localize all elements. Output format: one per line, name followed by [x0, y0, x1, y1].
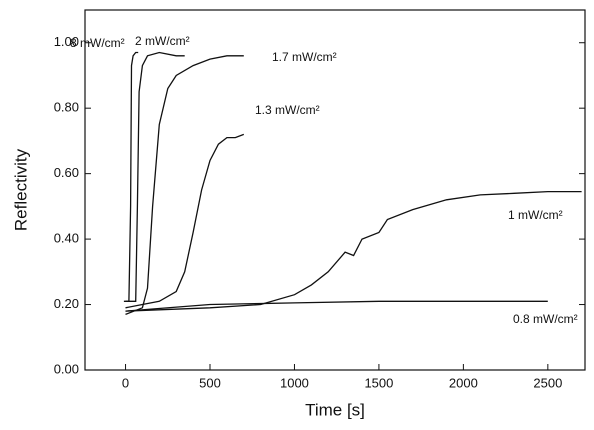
x-tick-label: 1000 [280, 375, 309, 390]
series-line [125, 300, 548, 312]
series-label: 1 mW/cm² [508, 208, 563, 222]
x-tick-label: 2000 [449, 375, 478, 390]
y-tick-label: 0.60 [54, 165, 79, 180]
x-tick-label: 1500 [364, 375, 393, 390]
series-label: 1.7 mW/cm² [272, 50, 337, 64]
y-tick-label: 0.00 [54, 361, 79, 376]
series-label: 0.8 mW/cm² [513, 312, 578, 326]
plot-frame [84, 9, 586, 371]
series-line [125, 55, 244, 316]
y-tick-label: 0.80 [54, 100, 79, 115]
series-line [125, 133, 245, 309]
x-tick-label: 2500 [533, 375, 562, 390]
series-line [125, 51, 185, 302]
series-label: 2 mW/cm² [135, 34, 190, 48]
y-tick-label: 0.40 [54, 231, 79, 246]
y-axis-label: Reflectivity [11, 148, 30, 231]
series-line [125, 190, 582, 312]
series-label: 8 mW/cm² [70, 36, 125, 50]
y-tick-label: 0.20 [54, 296, 79, 311]
x-axis-label: Time [s] [305, 400, 365, 419]
series-label: 1.3 mW/cm² [255, 103, 320, 117]
y-tick-label: 1.00 [54, 34, 79, 49]
x-tick-label: 500 [199, 375, 221, 390]
x-tick-label: 0 [122, 375, 129, 390]
